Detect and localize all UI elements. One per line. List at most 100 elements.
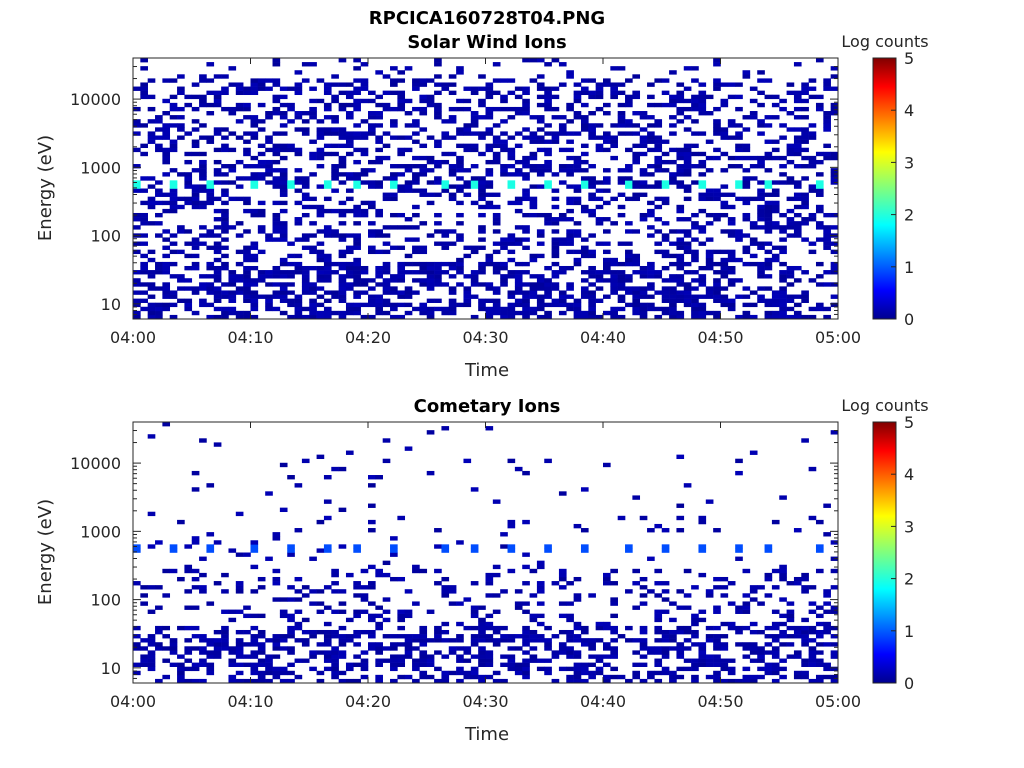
- count-cell: [250, 172, 259, 177]
- count-cell: [463, 147, 472, 153]
- count-cell: [301, 180, 310, 185]
- count-cell: [639, 678, 648, 684]
- count-cell: [698, 208, 707, 214]
- count-cell: [698, 642, 707, 647]
- count-cell: [368, 519, 376, 525]
- count-cell: [580, 528, 589, 533]
- count-cell: [793, 94, 802, 100]
- count-cell: [169, 249, 178, 255]
- count-cell: [426, 98, 435, 104]
- count-cell: [647, 82, 655, 87]
- count-cell: [705, 192, 714, 197]
- count-cell: [698, 106, 707, 112]
- count-cell: [331, 568, 339, 574]
- count-cell: [793, 302, 802, 308]
- count-cell: [338, 609, 347, 614]
- count-cell: [228, 196, 237, 202]
- count-cell: [375, 646, 383, 651]
- count-cell: [551, 249, 560, 255]
- count-cell: [250, 650, 259, 655]
- count-cell: [390, 666, 398, 672]
- count-cell: [661, 666, 670, 672]
- count-cell: [691, 131, 699, 136]
- count-cell: [221, 229, 229, 234]
- count-cell: [529, 638, 538, 643]
- count-cell: [375, 123, 383, 128]
- count-cell: [228, 294, 237, 299]
- count-cell: [647, 670, 655, 676]
- count-cell: [735, 609, 743, 614]
- count-cell: [536, 241, 545, 246]
- count-cell: [441, 261, 450, 267]
- count-cell: [735, 135, 743, 140]
- count-cell: [536, 306, 545, 312]
- count-cell: [603, 261, 611, 267]
- count-cell: [177, 286, 185, 291]
- peak-cell: [169, 544, 178, 549]
- count-cell: [647, 556, 655, 561]
- count-cell: [558, 601, 567, 606]
- count-cell: [588, 593, 596, 598]
- count-cell: [368, 613, 376, 619]
- count-cell: [815, 613, 824, 619]
- count-cell: [720, 135, 729, 140]
- count-cell: [279, 294, 288, 299]
- count-cell: [434, 274, 442, 279]
- count-cell: [456, 212, 464, 218]
- count-cell: [654, 249, 663, 255]
- count-cell: [184, 196, 193, 202]
- count-cell: [654, 123, 663, 128]
- count-cell: [331, 589, 339, 594]
- count-cell: [595, 658, 604, 663]
- count-cell: [529, 613, 538, 619]
- count-cell: [419, 670, 428, 676]
- count-cell: [199, 634, 207, 639]
- count-cell: [588, 164, 596, 169]
- count-cell: [191, 196, 200, 202]
- count-cell: [316, 127, 325, 132]
- count-cell: [514, 111, 523, 116]
- peak-cell: [580, 544, 589, 549]
- count-cell: [793, 278, 802, 283]
- count-cell: [801, 192, 809, 197]
- count-cell: [441, 621, 450, 627]
- count-cell: [382, 572, 391, 578]
- count-cell: [147, 511, 156, 517]
- count-cell: [720, 666, 729, 672]
- count-cell: [382, 225, 391, 230]
- count-cell: [272, 306, 281, 312]
- count-cell: [323, 278, 332, 283]
- count-cell: [522, 192, 530, 197]
- count-cell: [316, 302, 325, 308]
- count-cell: [434, 625, 442, 631]
- count-cell: [485, 127, 494, 132]
- count-cell: [213, 290, 222, 295]
- count-cell: [228, 678, 237, 684]
- count-cell: [801, 658, 809, 663]
- count-cell: [507, 654, 516, 659]
- count-cell: [162, 147, 171, 153]
- count-cell: [647, 233, 655, 238]
- count-cell: [492, 642, 501, 647]
- count-cell: [492, 143, 501, 149]
- count-cell: [155, 115, 163, 120]
- count-cell: [316, 589, 325, 594]
- count-cell: [580, 176, 589, 181]
- count-cell: [316, 270, 325, 275]
- count-cell: [661, 650, 670, 655]
- count-cell: [140, 86, 148, 91]
- count-cell: [793, 180, 802, 185]
- count-cell: [830, 282, 839, 287]
- count-cell: [808, 306, 817, 312]
- count-cell: [426, 192, 435, 197]
- count-cell: [375, 270, 383, 275]
- count-cell: [397, 662, 406, 667]
- count-cell: [735, 629, 743, 635]
- count-cell: [206, 670, 215, 676]
- count-cell: [610, 625, 618, 631]
- colorbar-label: Log counts: [841, 32, 928, 51]
- count-cell: [544, 159, 552, 165]
- count-cell: [566, 629, 574, 635]
- count-cell: [507, 135, 516, 140]
- count-cell: [419, 261, 428, 267]
